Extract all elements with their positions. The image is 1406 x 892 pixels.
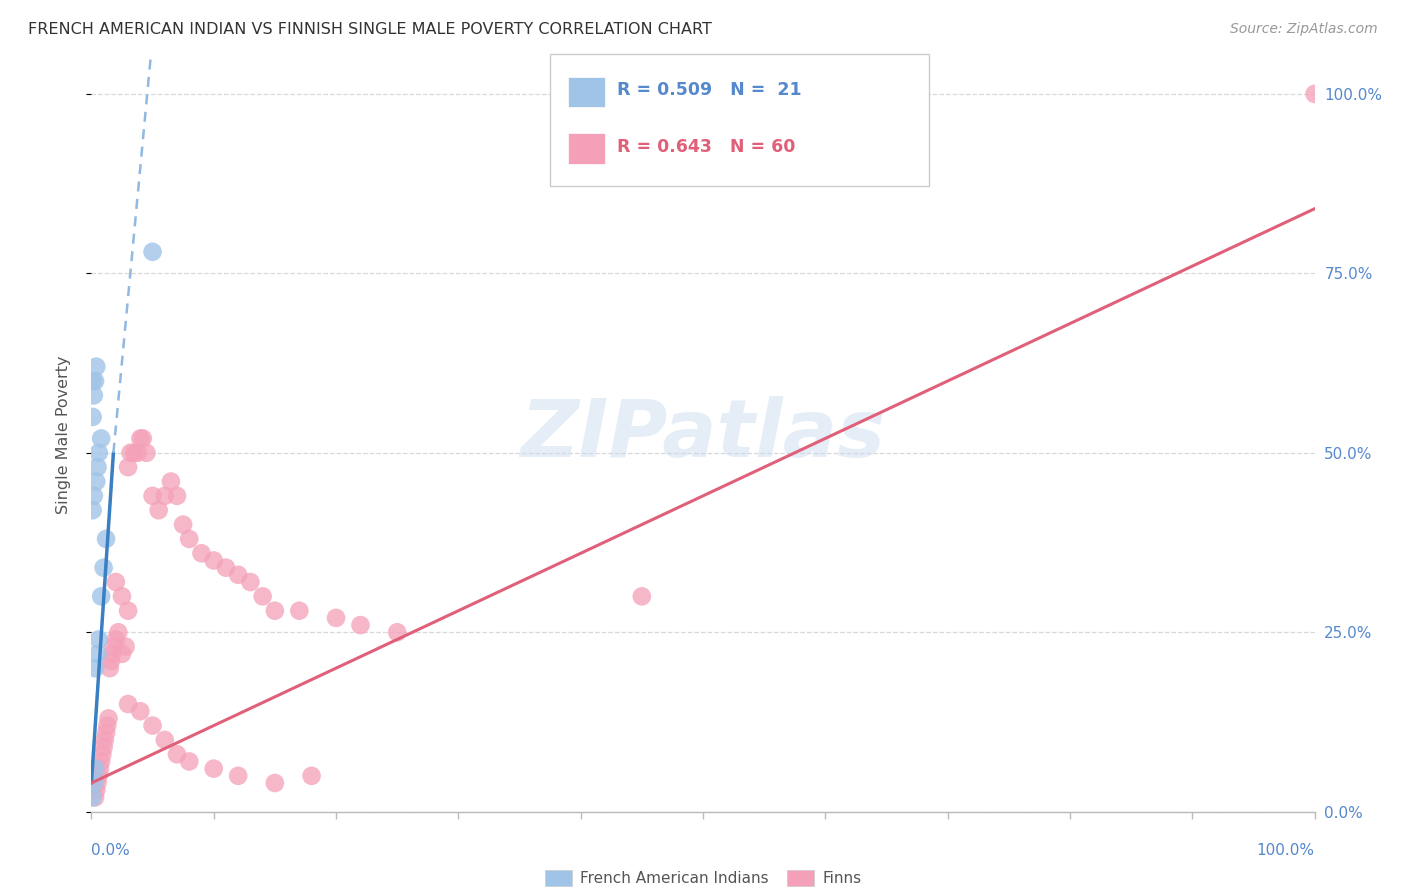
Point [94, 532, 117, 546]
Point [385, 625, 409, 640]
Point [90, 590, 112, 604]
Point [153, 489, 176, 503]
Point [252, 590, 274, 604]
Point [107, 625, 129, 640]
Point [141, 489, 163, 503]
Point [141, 718, 163, 732]
Point [90, 432, 112, 446]
Point [94, 725, 117, 739]
Text: R = 0.643   N = 60: R = 0.643 N = 60 [617, 138, 796, 156]
Point [127, 446, 149, 460]
Point [111, 590, 134, 604]
FancyBboxPatch shape [550, 54, 929, 186]
Text: R = 0.509   N =  21: R = 0.509 N = 21 [617, 81, 801, 99]
Point [82, 503, 104, 517]
Point [84, 783, 107, 797]
Point [84, 762, 107, 776]
Point [82, 790, 104, 805]
Point [202, 553, 225, 567]
Point [226, 769, 249, 783]
Point [96, 718, 118, 732]
Point [114, 640, 136, 654]
Point [325, 611, 347, 625]
Point [94, 733, 117, 747]
Point [87, 632, 110, 647]
Point [86, 460, 108, 475]
Point [84, 790, 107, 805]
Point [84, 359, 107, 374]
Point [86, 647, 108, 661]
Text: ZIPatlas: ZIPatlas [520, 396, 886, 474]
Text: 100.0%: 100.0% [1257, 843, 1315, 858]
Y-axis label: Single Male Poverty: Single Male Poverty [56, 356, 70, 514]
Point [301, 769, 323, 783]
Point [101, 647, 124, 661]
Point [148, 503, 170, 517]
Point [141, 244, 163, 259]
Point [172, 517, 194, 532]
Point [129, 704, 152, 718]
Point [117, 604, 139, 618]
Point [122, 446, 145, 460]
Point [160, 475, 183, 489]
Point [226, 567, 249, 582]
Text: FRENCH AMERICAN INDIAN VS FINNISH SINGLE MALE POVERTY CORRELATION CHART: FRENCH AMERICAN INDIAN VS FINNISH SINGLE… [28, 22, 711, 37]
Point [83, 776, 105, 790]
FancyBboxPatch shape [568, 77, 605, 107]
Point [90, 755, 112, 769]
Point [288, 604, 311, 618]
Point [166, 489, 188, 503]
Text: Source: ZipAtlas.com: Source: ZipAtlas.com [1230, 22, 1378, 37]
Point [631, 590, 654, 604]
Point [190, 546, 212, 560]
Point [97, 711, 120, 725]
Point [86, 776, 108, 790]
Point [104, 632, 127, 647]
Point [100, 654, 122, 668]
Point [82, 409, 104, 424]
Point [202, 762, 225, 776]
Point [349, 618, 371, 632]
Point [179, 755, 201, 769]
Point [93, 740, 115, 755]
Legend: French American Indians, Finns: French American Indians, Finns [540, 865, 866, 891]
Point [1303, 87, 1326, 101]
Point [91, 747, 114, 762]
Point [264, 776, 287, 790]
Point [129, 432, 152, 446]
Point [117, 697, 139, 711]
Point [104, 574, 127, 589]
Point [98, 661, 121, 675]
Point [83, 489, 105, 503]
Point [166, 747, 188, 762]
Point [84, 374, 107, 388]
Point [120, 446, 142, 460]
Point [215, 560, 238, 574]
Point [132, 432, 155, 446]
Point [89, 762, 111, 776]
Point [179, 532, 201, 546]
Point [117, 460, 139, 475]
FancyBboxPatch shape [568, 133, 605, 163]
Point [93, 560, 115, 574]
Point [84, 661, 107, 675]
Point [264, 604, 287, 618]
Point [87, 769, 110, 783]
Point [103, 640, 125, 654]
Point [87, 446, 110, 460]
Point [135, 446, 157, 460]
Point [82, 374, 104, 388]
Point [83, 388, 105, 402]
Point [84, 475, 107, 489]
Point [111, 647, 134, 661]
Point [153, 733, 176, 747]
Point [239, 574, 262, 589]
Text: 0.0%: 0.0% [91, 843, 131, 858]
